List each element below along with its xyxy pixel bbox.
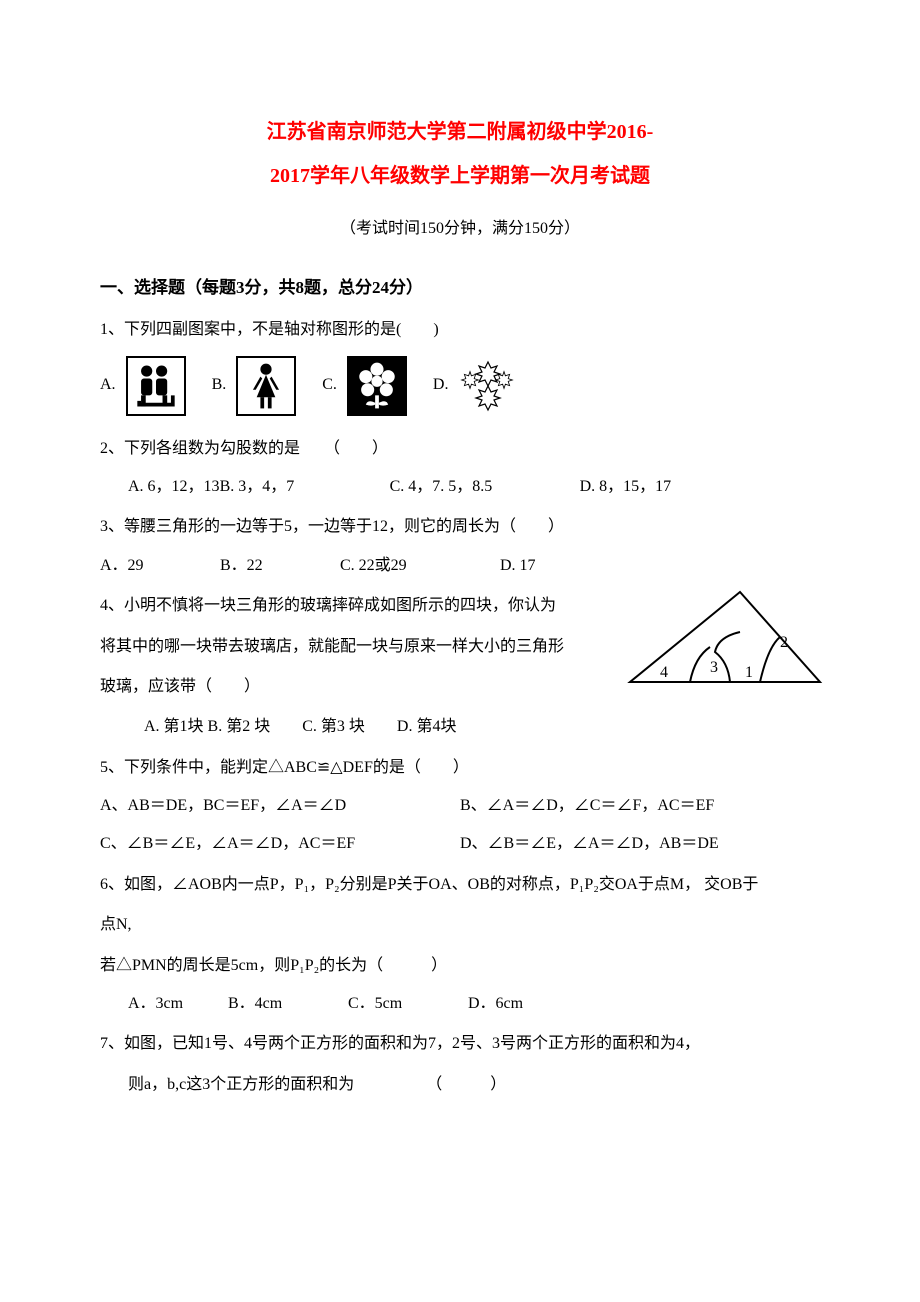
- q6-l1: 6、如图，∠AOB内一点P，P₁，P₂分别是P关于OA、OB的对称点，P₁P₂交…: [100, 866, 820, 904]
- q2-d: D. 8，15，17: [580, 468, 720, 506]
- q1-options: A. B. C.: [100, 356, 820, 416]
- q2-b: B. 3，4，7: [220, 468, 390, 506]
- q5-row1: A、AB＝DE，BC＝EF，∠A＝∠D B、∠A＝∠D，∠C＝∠F，AC＝EF: [100, 787, 820, 825]
- q3-d: D. 17: [500, 547, 600, 585]
- q5-b: B、∠A＝∠D，∠C＝∠F，AC＝EF: [460, 787, 820, 825]
- q1-icon-d: [458, 356, 518, 416]
- section1-heading: 一、选择题（每题3分，共8题，总分24分）: [100, 268, 820, 309]
- q4-n1: 1: [745, 664, 753, 681]
- q4-l1: 4、小明不慎将一块三角形的玻璃摔碎成如图所示的四块，你认为: [100, 587, 580, 625]
- q6-options: A．3cm B．4cm C．5cm D．6cm: [100, 985, 820, 1023]
- q3-b: B．22: [220, 547, 340, 585]
- q1-text: 1、下列四副图案中，不是轴对称图形的是( ): [100, 311, 820, 349]
- q2-text: 2、下列各组数为勾股数的是 （ ）: [100, 430, 820, 468]
- q5-c: C、∠B＝∠E，∠A＝∠D，AC＝EF: [100, 825, 460, 863]
- q6-a: A．3cm: [128, 985, 228, 1023]
- q7-l1: 7、如图，已知1号、4号两个正方形的面积和为7，2号、3号两个正方形的面积和为4…: [100, 1025, 820, 1063]
- q6-l3: 若△PMN的周长是5cm，则P₁P₂的长为（ ）: [100, 947, 820, 985]
- q5-a: A、AB＝DE，BC＝EF，∠A＝∠D: [100, 787, 460, 825]
- q1-b-label: B.: [212, 366, 227, 404]
- q1-icon-a: [126, 356, 186, 416]
- q2-c: C. 4，7. 5，8.5: [390, 468, 580, 506]
- q5-row2: C、∠B＝∠E，∠A＝∠D，AC＝EF D、∠B＝∠E，∠A＝∠D，AB＝DE: [100, 825, 820, 863]
- q1-c-label: C.: [322, 366, 337, 404]
- q1-a-label: A.: [100, 366, 116, 404]
- q4-l3: 玻璃，应该带（ ）: [100, 668, 580, 706]
- q2-a: A. 6，12，13: [128, 468, 220, 506]
- q1-d-label: D.: [433, 366, 449, 404]
- q3-c: C. 22或29: [340, 547, 500, 585]
- q3-a: A．29: [100, 547, 220, 585]
- title-sub: （考试时间150分钟，满分150分）: [100, 210, 820, 248]
- q6-d: D．6cm: [468, 985, 568, 1023]
- q2-options: A. 6，12，13 B. 3，4，7 C. 4，7. 5，8.5 D. 8，1…: [100, 468, 820, 506]
- q4-n4: 4: [660, 664, 668, 681]
- title-line1: 江苏省南京师范大学第二附属初级中学2016-: [100, 110, 820, 154]
- q4-l2: 将其中的哪一块带去玻璃店，就能配一块与原来一样大小的三角形: [100, 628, 580, 666]
- q6-c: C．5cm: [348, 985, 468, 1023]
- q3-text: 3、等腰三角形的一边等于5，一边等于12，则它的周长为（ ）: [100, 508, 820, 546]
- q1-icon-c: [347, 356, 407, 416]
- q1-icon-b: [236, 356, 296, 416]
- q6-b: B．4cm: [228, 985, 348, 1023]
- q4-block: 4、小明不慎将一块三角形的玻璃摔碎成如图所示的四块，你认为 将其中的哪一块带去玻…: [100, 587, 820, 706]
- title-line2: 2017学年八年级数学上学期第一次月考试题: [100, 154, 820, 198]
- q4-opts: A. 第1块 B. 第2 块 C. 第3 块 D. 第4块: [100, 708, 820, 746]
- q5-d: D、∠B＝∠E，∠A＝∠D，AB＝DE: [460, 825, 820, 863]
- q4-triangle-icon: 4 3 1 2: [620, 577, 830, 697]
- q5-text: 5、下列条件中，能判定△ABC≌△DEF的是（ ）: [100, 749, 820, 787]
- q4-n3: 3: [710, 659, 718, 676]
- q7-l2: 则a，b,c这3个正方形的面积和为 （ ）: [100, 1066, 820, 1104]
- q6-l2: 点N,: [100, 906, 820, 944]
- q4-n2: 2: [780, 634, 788, 651]
